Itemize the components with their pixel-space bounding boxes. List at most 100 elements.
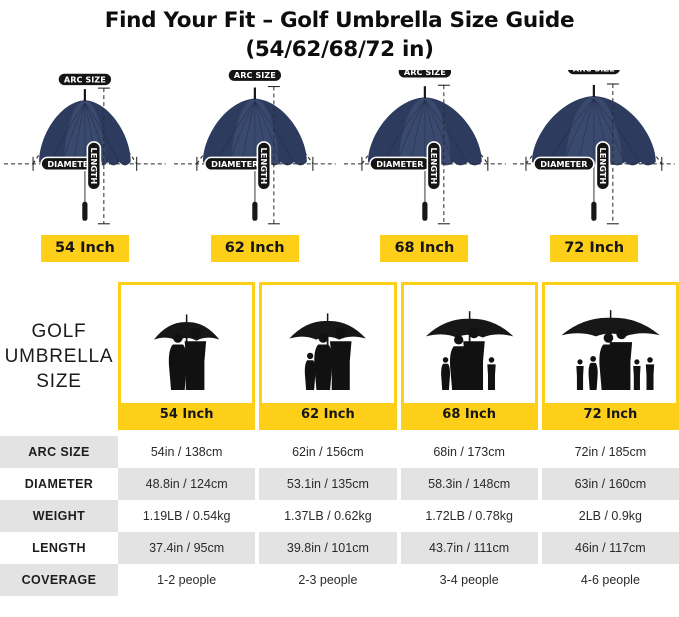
comparison-cells: 54 Inch 62 Inch 68 Inch 72 Inch bbox=[118, 282, 679, 430]
coverage-cell-2: 68 Inch bbox=[400, 282, 538, 430]
coverage-cell-label-1: 62 Inch bbox=[262, 403, 394, 427]
table-cell-0-1: 62in / 156cm bbox=[259, 436, 397, 468]
coverage-cell-3: 72 Inch bbox=[541, 282, 679, 430]
diameter-label: DIAMETER bbox=[368, 156, 431, 172]
silhouette-canopy bbox=[561, 317, 660, 337]
table-cell-2-3: 2LB / 0.9kg bbox=[541, 500, 679, 532]
svg-text:ARC SIZE: ARC SIZE bbox=[573, 70, 615, 73]
coverage-cell-label-0: 54 Inch bbox=[121, 403, 253, 427]
umbrella-measurement-diagram-0: ARC SIZE DIAMETER LENGTH bbox=[3, 72, 166, 225]
svg-text:ARC SIZE: ARC SIZE bbox=[234, 70, 276, 80]
silhouette-people bbox=[440, 327, 496, 390]
umbrella-measurement-diagram-2: ARC SIZE DIAMETER LENGTH bbox=[343, 64, 506, 225]
coverage-silhouette-3 bbox=[561, 310, 660, 390]
arc-size-label: ARC SIZE bbox=[396, 64, 453, 80]
table-cell-3-0: 37.4in / 95cm bbox=[118, 532, 256, 564]
length-label: LENGTH bbox=[595, 141, 611, 191]
table-row-cells-3: 37.4in / 95cm 39.8in / 101cm 43.7in / 111c… bbox=[118, 532, 679, 564]
silhouette-canopy bbox=[153, 322, 220, 341]
umbrella-handle bbox=[421, 201, 427, 221]
table-cell-3-2: 43.7in / 111cm bbox=[400, 532, 538, 564]
arc-size-label: ARC SIZE bbox=[57, 72, 113, 87]
svg-text:LENGTH: LENGTH bbox=[89, 148, 99, 185]
diagram-cell-2: ARC SIZE DIAMETER LENGTH 68 Inch bbox=[340, 64, 510, 270]
table-cell-0-3: 72in / 185cm bbox=[541, 436, 679, 468]
umbrella-finial bbox=[593, 84, 596, 97]
umbrella-shaft bbox=[593, 161, 596, 214]
table-row: WEIGHT 1.19LB / 0.54kg 1.37LB / 0.62kg 1.72… bbox=[0, 500, 679, 532]
coverage-illustration-1 bbox=[262, 285, 394, 403]
svg-text:DIAMETER: DIAMETER bbox=[47, 159, 95, 169]
table-row-label-2: WEIGHT bbox=[0, 500, 118, 532]
table-cell-3-1: 39.8in / 101cm bbox=[259, 532, 397, 564]
diameter-label: DIAMETER bbox=[533, 156, 595, 172]
coverage-cell-label-2: 68 Inch bbox=[403, 403, 535, 427]
umbrella-handle bbox=[591, 201, 597, 221]
diagram-cell-1: ARC SIZE DIAMETER LENGTH 62 Inch bbox=[170, 67, 340, 270]
silhouette-people bbox=[168, 327, 207, 390]
umbrella-shaft bbox=[83, 161, 86, 214]
coverage-silhouette-2 bbox=[425, 311, 513, 390]
comparison-title-line-2: UMBRELLA bbox=[4, 345, 114, 367]
length-label: LENGTH bbox=[256, 141, 271, 191]
diagram-graphic-0: ARC SIZE DIAMETER LENGTH bbox=[0, 70, 170, 240]
coverage-illustration-3 bbox=[544, 285, 676, 403]
coverage-illustration-2 bbox=[403, 285, 535, 403]
size-badge-3: 72 Inch bbox=[550, 235, 639, 262]
table-row-label-3: LENGTH bbox=[0, 532, 118, 564]
table-row-cells-1: 48.8in / 124cm 53.1in / 135cm 58.3in / 148… bbox=[118, 468, 679, 500]
coverage-cell-1: 62 Inch bbox=[259, 282, 397, 430]
page-title-line-1: Find Your Fit – Golf Umbrella Size Guide bbox=[104, 8, 575, 33]
svg-text:DIAMETER: DIAMETER bbox=[541, 159, 589, 169]
svg-text:ARC SIZE: ARC SIZE bbox=[403, 70, 445, 77]
table-cell-4-3: 4-6 people bbox=[541, 564, 679, 596]
diagram-cell-0: ARC SIZE DIAMETER LENGTH 54 Inch bbox=[0, 70, 170, 270]
table-row: ARC SIZE 54in / 138cm 62in / 156cm 68in / 1… bbox=[0, 436, 679, 468]
diagram-cell-3: ARC SIZE DIAMETER LENGTH 72 Inch bbox=[509, 61, 679, 270]
table-row-label-1: DIAMETER bbox=[0, 468, 118, 500]
diagram-graphic-1: ARC SIZE DIAMETER LENGTH bbox=[170, 67, 340, 240]
svg-text:LENGTH: LENGTH bbox=[598, 148, 608, 185]
coverage-cell-0: 54 Inch bbox=[118, 282, 256, 430]
table-cell-1-3: 63in / 160cm bbox=[541, 468, 679, 500]
size-badge-1: 62 Inch bbox=[210, 235, 299, 262]
umbrella-finial bbox=[83, 89, 86, 102]
umbrella-diagram-strip: ARC SIZE DIAMETER LENGTH 54 Inch bbox=[0, 61, 679, 270]
comparison-title-line-1: GOLF bbox=[31, 320, 87, 342]
page-title-line-2: (54/62/68/72 in) bbox=[245, 37, 434, 62]
table-cell-0-0: 54in / 138cm bbox=[118, 436, 256, 468]
comparison-title-line-3: SIZE bbox=[36, 370, 82, 392]
table-cell-4-0: 1-2 people bbox=[118, 564, 256, 596]
umbrella-shaft bbox=[253, 161, 256, 214]
size-badge-0: 54 Inch bbox=[40, 235, 129, 262]
diagram-graphic-3: ARC SIZE DIAMETER LENGTH bbox=[509, 61, 679, 240]
table-row-cells-0: 54in / 138cm 62in / 156cm 68in / 173cm 72in… bbox=[118, 436, 679, 468]
specification-table: ARC SIZE 54in / 138cm 62in / 156cm 68in / 1… bbox=[0, 436, 679, 596]
coverage-silhouette-0 bbox=[153, 314, 220, 390]
umbrella-measurement-diagram-3: ARC SIZE DIAMETER LENGTH bbox=[513, 61, 676, 225]
silhouette-canopy bbox=[289, 320, 367, 340]
coverage-silhouette-1 bbox=[289, 313, 367, 390]
svg-text:DIAMETER: DIAMETER bbox=[376, 159, 424, 169]
size-badge-2: 68 Inch bbox=[380, 235, 469, 262]
table-row-cells-4: 1-2 people 2-3 people 3-4 people 4-6 people bbox=[118, 564, 679, 596]
table-cell-3-3: 46in / 117cm bbox=[541, 532, 679, 564]
arc-size-label: ARC SIZE bbox=[226, 67, 283, 83]
page-title: Find Your Fit – Golf Umbrella Size Guide… bbox=[0, 0, 679, 64]
svg-text:LENGTH: LENGTH bbox=[259, 148, 269, 185]
umbrella-handle bbox=[82, 201, 88, 221]
length-label: LENGTH bbox=[86, 141, 102, 191]
silhouette-people bbox=[305, 327, 352, 390]
table-cell-1-2: 58.3in / 148cm bbox=[400, 468, 538, 500]
umbrella-finial bbox=[423, 86, 426, 99]
arc-size-label: ARC SIZE bbox=[566, 61, 622, 76]
table-cell-2-2: 1.72LB / 0.78kg bbox=[400, 500, 538, 532]
table-row: COVERAGE 1-2 people 2-3 people 3-4 people 4-… bbox=[0, 564, 679, 596]
table-cell-4-2: 3-4 people bbox=[400, 564, 538, 596]
comparison-title: GOLF UMBRELLA SIZE bbox=[0, 282, 118, 430]
coverage-cell-label-3: 72 Inch bbox=[544, 403, 676, 427]
table-cell-1-1: 53.1in / 135cm bbox=[259, 468, 397, 500]
table-row-label-0: ARC SIZE bbox=[0, 436, 118, 468]
svg-text:LENGTH: LENGTH bbox=[428, 148, 438, 185]
table-row-cells-2: 1.19LB / 0.54kg 1.37LB / 0.62kg 1.72LB / 0… bbox=[118, 500, 679, 532]
